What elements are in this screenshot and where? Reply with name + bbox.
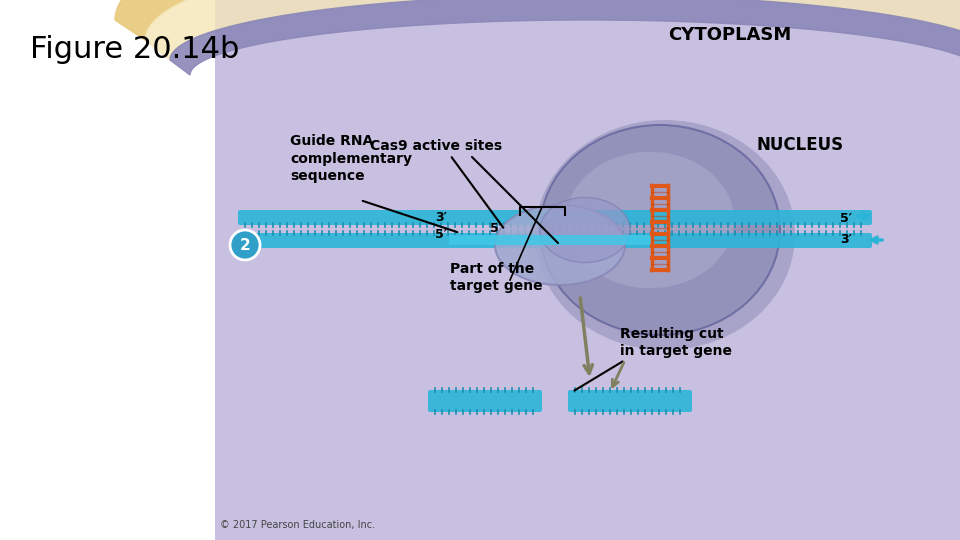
Text: Part of the
target gene: Part of the target gene <box>450 262 542 293</box>
FancyBboxPatch shape <box>568 390 692 412</box>
Text: 3′: 3′ <box>435 211 446 224</box>
Polygon shape <box>170 0 960 75</box>
FancyBboxPatch shape <box>215 0 960 540</box>
FancyBboxPatch shape <box>449 235 651 245</box>
Text: Figure 20.14b: Figure 20.14b <box>30 36 239 64</box>
Text: 5′: 5′ <box>435 228 447 241</box>
FancyBboxPatch shape <box>428 390 542 412</box>
Text: 3′: 3′ <box>840 233 852 246</box>
FancyBboxPatch shape <box>238 233 872 248</box>
Text: 5′: 5′ <box>840 212 852 225</box>
Ellipse shape <box>540 198 630 262</box>
Ellipse shape <box>535 120 795 350</box>
Ellipse shape <box>566 152 734 288</box>
FancyBboxPatch shape <box>238 210 872 225</box>
Text: Guide RNA
complementary
sequence: Guide RNA complementary sequence <box>290 134 412 183</box>
Ellipse shape <box>540 125 780 335</box>
Ellipse shape <box>495 205 625 285</box>
Polygon shape <box>115 0 960 40</box>
Text: 2: 2 <box>240 238 251 253</box>
Text: © 2017 Pearson Education, Inc.: © 2017 Pearson Education, Inc. <box>220 520 375 530</box>
Text: 5′: 5′ <box>490 222 502 235</box>
Circle shape <box>230 230 260 260</box>
Polygon shape <box>145 0 960 60</box>
Text: Cas9 active sites: Cas9 active sites <box>370 139 502 153</box>
Text: CYTOPLASM: CYTOPLASM <box>668 26 792 44</box>
Text: NUCLEUS: NUCLEUS <box>756 136 844 154</box>
Text: Resulting cut
in target gene: Resulting cut in target gene <box>620 327 732 358</box>
